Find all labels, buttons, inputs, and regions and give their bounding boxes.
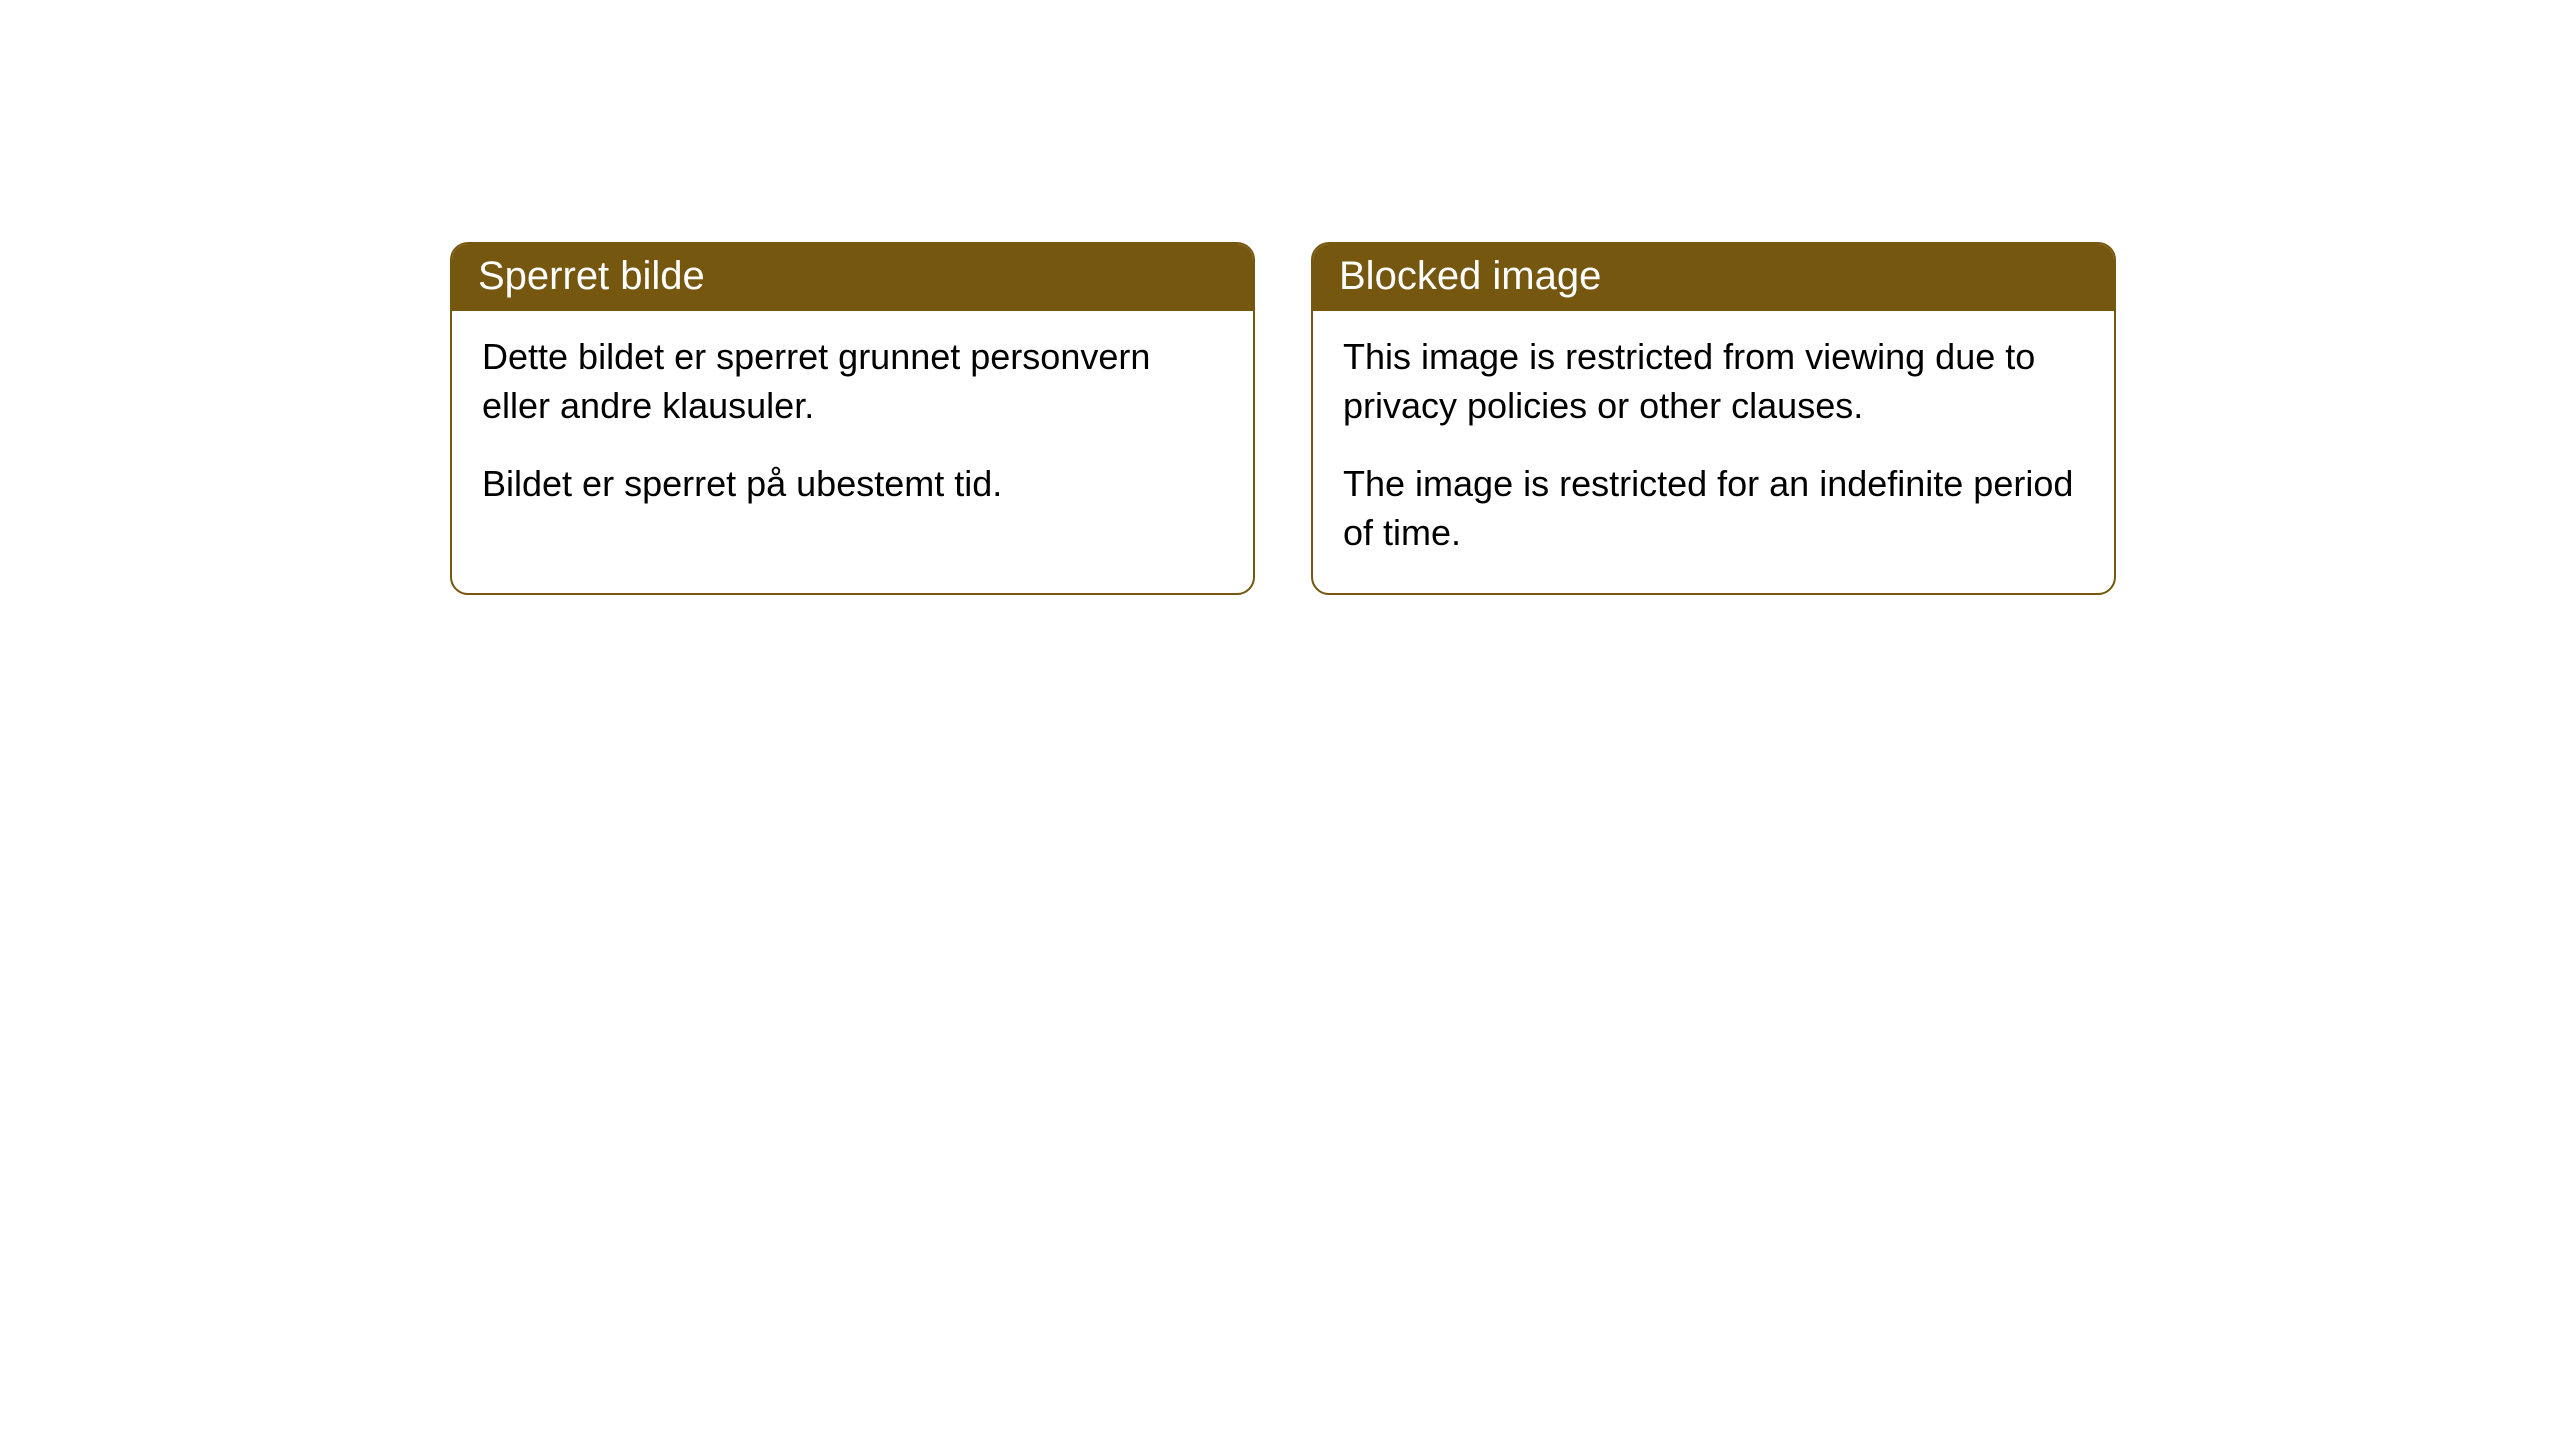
blocked-image-card-norwegian: Sperret bilde Dette bildet er sperret gr…: [450, 242, 1255, 595]
card-paragraph: Bildet er sperret på ubestemt tid.: [482, 460, 1223, 509]
card-body: This image is restricted from viewing du…: [1313, 311, 2114, 593]
card-header: Blocked image: [1313, 244, 2114, 311]
card-paragraph: The image is restricted for an indefinit…: [1343, 460, 2084, 557]
cards-container: Sperret bilde Dette bildet er sperret gr…: [0, 0, 2560, 595]
card-title: Sperret bilde: [478, 254, 705, 298]
card-title: Blocked image: [1339, 254, 1601, 298]
card-header: Sperret bilde: [452, 244, 1253, 311]
blocked-image-card-english: Blocked image This image is restricted f…: [1311, 242, 2116, 595]
card-paragraph: Dette bildet er sperret grunnet personve…: [482, 333, 1223, 430]
card-paragraph: This image is restricted from viewing du…: [1343, 333, 2084, 430]
card-body: Dette bildet er sperret grunnet personve…: [452, 311, 1253, 545]
